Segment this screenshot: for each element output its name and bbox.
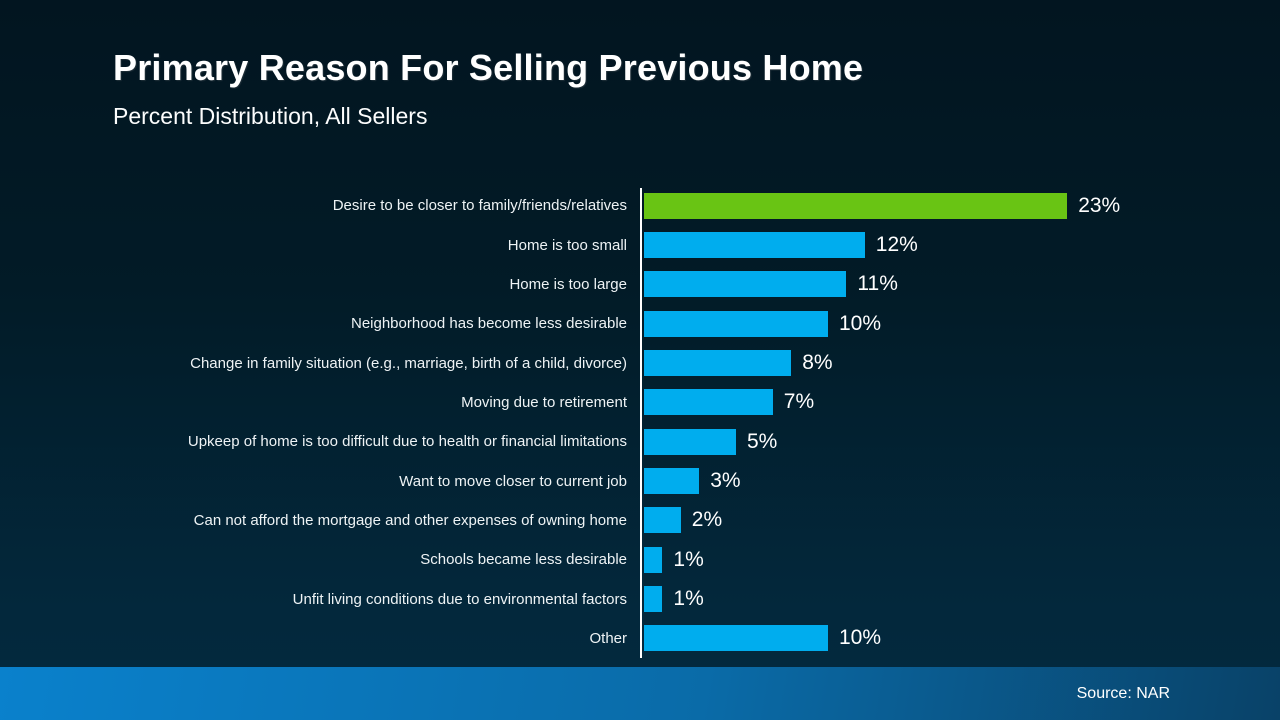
bar xyxy=(644,232,865,259)
bar-row: Unfit living conditions due to environme… xyxy=(0,579,1280,618)
value-label: 1% xyxy=(673,547,704,571)
category-label: Neighborhood has become less desirable xyxy=(350,315,627,333)
chart-title: Primary Reason For Selling Previous Home xyxy=(113,47,864,88)
category-label: Schools became less desirable xyxy=(420,551,627,569)
value-label: 23% xyxy=(1078,193,1121,217)
category-label: Home is too small xyxy=(507,236,627,254)
category-label: Other xyxy=(589,629,627,647)
value-label: 11% xyxy=(857,272,898,296)
category-label: Upkeep of home is too difficult due to h… xyxy=(187,433,627,451)
bar-row: Neighborhood has become less desirable 10… xyxy=(0,304,1280,343)
bar xyxy=(644,586,663,613)
value-label: 12% xyxy=(875,233,918,257)
bar-row: Schools became less desirable 1% xyxy=(0,540,1280,579)
bar-row: Home is too large 11% xyxy=(0,265,1280,304)
bar xyxy=(644,271,847,298)
bar-row: Upkeep of home is too difficult due to h… xyxy=(0,422,1280,461)
bar xyxy=(644,389,773,416)
value-label: 5% xyxy=(747,429,778,453)
bar-row: Home is too small 12% xyxy=(0,225,1280,264)
value-label: 1% xyxy=(673,587,704,611)
bar xyxy=(644,310,828,337)
chart-subtitle: Percent Distribution, All Sellers xyxy=(113,103,428,129)
category-label: Can not afford the mortgage and other ex… xyxy=(193,511,627,529)
category-label: Desire to be closer to family/friends/re… xyxy=(332,197,627,215)
bar-row: Want to move closer to current job 3% xyxy=(0,461,1280,500)
bar-row: Other 10% xyxy=(0,619,1280,658)
bar-rows: Desire to be closer to family/friends/re… xyxy=(0,186,1280,658)
axis-baseline xyxy=(640,188,642,658)
bar-row: Change in family situation (e.g., marria… xyxy=(0,343,1280,382)
value-label: 3% xyxy=(710,469,741,493)
value-label: 10% xyxy=(839,626,882,650)
bar-row: Moving due to retirement 7% xyxy=(0,383,1280,422)
bar xyxy=(644,507,681,534)
category-label: Change in family situation (e.g., marria… xyxy=(190,354,627,372)
category-label: Unfit living conditions due to environme… xyxy=(292,590,627,608)
value-label: 2% xyxy=(691,508,723,532)
footer-band: Source: NAR xyxy=(0,667,1280,720)
value-label: 8% xyxy=(802,351,833,375)
bar xyxy=(644,468,700,495)
category-label: Home is too large xyxy=(509,275,627,293)
value-label: 10% xyxy=(839,311,882,335)
bar xyxy=(644,192,1068,219)
chart-header: Primary Reason For Selling Previous Home… xyxy=(113,47,863,130)
bar xyxy=(644,546,663,573)
bar-row: Can not afford the mortgage and other ex… xyxy=(0,501,1280,540)
value-label: 7% xyxy=(783,390,815,414)
bar xyxy=(644,625,828,652)
category-label: Moving due to retirement xyxy=(461,393,627,411)
category-label: Want to move closer to current job xyxy=(399,472,627,490)
bar-chart: Desire to be closer to family/friends/re… xyxy=(0,186,1280,659)
bar-row: Desire to be closer to family/friends/re… xyxy=(0,186,1280,225)
source-label: Source: NAR xyxy=(1076,684,1170,702)
bar xyxy=(644,350,792,377)
bar xyxy=(644,428,736,455)
